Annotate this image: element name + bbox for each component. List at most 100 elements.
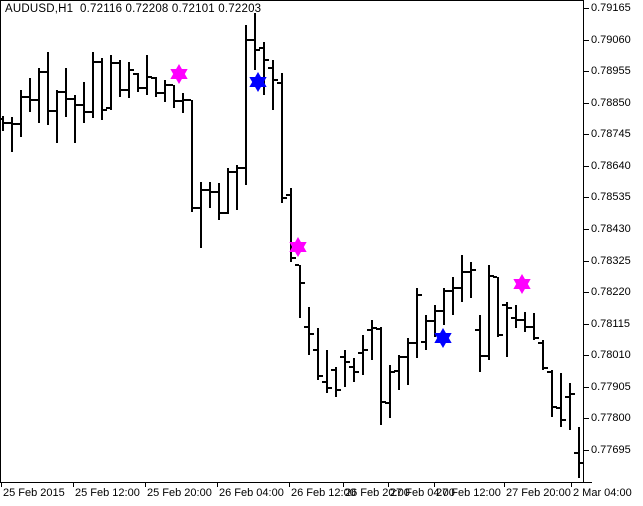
ohlc-close-tick <box>562 419 566 421</box>
ohlc-close-tick <box>130 69 134 71</box>
time-axis-label: 2 Mar 04:00 <box>573 487 632 499</box>
price-chart-plot[interactable]: AUDUSD,H1 0.72116 0.72208 0.72101 0.7220… <box>0 0 583 482</box>
price-axis-label: 0.78115 <box>591 318 630 330</box>
ohlc-bar <box>173 85 175 108</box>
ohlc-bar <box>560 373 562 427</box>
price-axis-tick <box>584 134 589 135</box>
ohlc-bar <box>551 370 553 417</box>
ohlc-close-tick <box>337 389 341 391</box>
ohlc-close-tick <box>400 356 404 358</box>
ohlc-close-tick <box>202 189 206 191</box>
ohlc-open-tick <box>160 92 164 94</box>
time-axis-tick <box>1 483 2 487</box>
ohlc-bar <box>524 312 526 332</box>
ohlc-bar <box>191 100 193 212</box>
ohlc-open-tick <box>232 171 236 173</box>
ohlc-close-tick <box>499 334 503 336</box>
ohlc-close-tick <box>427 320 431 322</box>
ohlc-bar <box>299 265 301 318</box>
ohlc-open-tick <box>466 271 470 273</box>
ohlc-bar <box>488 265 490 360</box>
ohlc-bar <box>542 340 544 370</box>
ohlc-bar <box>146 55 148 95</box>
ohlc-bar <box>209 182 211 208</box>
ohlc-bar <box>263 42 265 95</box>
time-axis-label: 25 Feb 12:00 <box>75 487 140 499</box>
magenta-star-icon <box>289 237 307 257</box>
plot-left-border <box>0 0 1 482</box>
ohlc-open-tick <box>133 73 137 75</box>
ohlc-open-tick <box>187 99 191 101</box>
ohlc-bar <box>47 52 49 125</box>
magenta-star-icon <box>170 64 188 84</box>
ohlc-open-tick <box>556 407 560 409</box>
price-axis-label: 0.78640 <box>591 160 631 172</box>
ohlc-open-tick <box>385 402 389 404</box>
price-axis-label: 0.77905 <box>591 381 631 393</box>
ohlc-close-tick <box>463 271 467 273</box>
price-axis-tick <box>584 103 589 104</box>
ohlc-close-tick <box>490 275 494 277</box>
time-axis-tick <box>504 483 505 487</box>
ohlc-close-tick <box>526 326 530 328</box>
ohlc-close-tick <box>148 76 152 78</box>
ohlc-open-tick <box>403 356 407 358</box>
ohlc-open-tick <box>205 189 209 191</box>
ohlc-close-tick <box>211 191 215 193</box>
ohlc-close-tick <box>13 123 17 125</box>
ohlc-open-tick <box>430 320 434 322</box>
ohlc-close-tick <box>481 355 485 357</box>
ohlc-bar <box>110 55 112 110</box>
ohlc-bar <box>443 288 445 325</box>
ohlc-open-tick <box>547 371 551 373</box>
ohlc-open-tick <box>106 107 110 109</box>
ohlc-bar <box>353 358 355 382</box>
ohlc-close-tick <box>22 96 26 98</box>
ohlc-close-tick <box>157 92 161 94</box>
ohlc-open-tick <box>268 67 272 69</box>
price-axis-label: 0.77695 <box>591 444 631 456</box>
ohlc-bar <box>533 313 535 340</box>
price-axis-label: 0.78850 <box>591 97 631 109</box>
ohlc-bar <box>38 68 40 123</box>
ohlc-bar <box>20 90 22 137</box>
ohlc-bar <box>236 165 238 210</box>
price-axis-label: 0.78325 <box>591 255 631 267</box>
time-axis-label: 25 Feb 20:00 <box>147 487 212 499</box>
time-axis-label: 27 Feb 04:00 <box>390 487 455 499</box>
ohlc-close-tick <box>67 98 71 100</box>
ohlc-open-tick <box>340 356 344 358</box>
price-axis-label: 0.78745 <box>591 128 631 140</box>
ohlc-close-tick <box>274 79 278 81</box>
price-axis-label: 0.78535 <box>591 191 631 203</box>
ohlc-close-tick <box>364 349 368 351</box>
ohlc-close-tick <box>58 91 62 93</box>
ohlc-open-tick <box>394 370 398 372</box>
ohlc-open-tick <box>70 98 74 100</box>
ohlc-close-tick <box>373 327 377 329</box>
ohlc-bar <box>506 302 508 357</box>
ohlc-close-tick <box>571 393 575 395</box>
ohlc-open-tick <box>475 329 479 331</box>
ohlc-bar <box>371 320 373 360</box>
ohlc-close-tick <box>4 122 8 124</box>
ohlc-open-tick <box>7 122 11 124</box>
price-axis-label: 0.78430 <box>591 223 631 235</box>
ohlc-close-tick <box>121 89 125 91</box>
price-axis-label: 0.78010 <box>591 349 631 361</box>
chart-header-quote: AUDUSD,H1 0.72116 0.72208 0.72101 0.7220… <box>5 3 262 15</box>
ohlc-open-tick <box>61 91 65 93</box>
ohlc-open-tick <box>457 287 461 289</box>
ohlc-bar <box>164 80 166 102</box>
ohlc-bar <box>452 277 454 315</box>
ohlc-close-tick <box>580 462 583 464</box>
ohlc-open-tick <box>574 452 578 454</box>
ohlc-close-tick <box>265 59 269 61</box>
time-axis-label: 25 Feb 2015 <box>3 487 65 499</box>
ohlc-bar <box>56 90 58 143</box>
time-axis-label: 26 Feb 04:00 <box>219 487 284 499</box>
ohlc-close-tick <box>508 307 512 309</box>
ohlc-open-tick <box>529 326 533 328</box>
price-axis-label: 0.79060 <box>591 34 631 46</box>
ohlc-open-tick <box>358 352 362 354</box>
